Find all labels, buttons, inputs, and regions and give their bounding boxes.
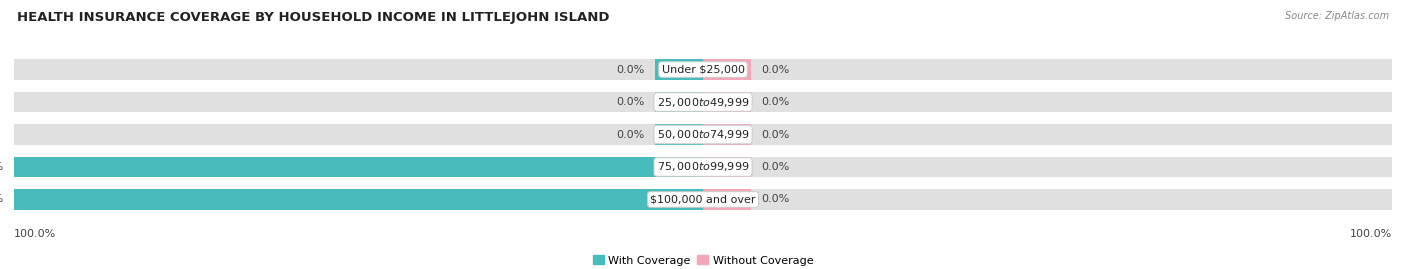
- Text: Under $25,000: Under $25,000: [661, 65, 745, 75]
- Bar: [14, 125, 703, 144]
- Text: 100.0%: 100.0%: [0, 194, 4, 204]
- Bar: [655, 125, 703, 144]
- Legend: With Coverage, Without Coverage: With Coverage, Without Coverage: [588, 251, 818, 269]
- Bar: [14, 157, 703, 177]
- Bar: [703, 189, 1392, 210]
- Bar: [703, 92, 1392, 112]
- Text: 0.0%: 0.0%: [762, 162, 790, 172]
- Text: 0.0%: 0.0%: [616, 97, 644, 107]
- Text: 100.0%: 100.0%: [1350, 229, 1392, 239]
- Text: 100.0%: 100.0%: [14, 229, 56, 239]
- Bar: [14, 59, 703, 80]
- Bar: [703, 125, 1392, 144]
- Text: Source: ZipAtlas.com: Source: ZipAtlas.com: [1285, 11, 1389, 21]
- Bar: [703, 59, 1392, 80]
- Text: $100,000 and over: $100,000 and over: [650, 194, 756, 204]
- Bar: [703, 157, 1392, 177]
- Bar: [14, 92, 703, 112]
- Bar: [703, 125, 751, 144]
- Text: $25,000 to $49,999: $25,000 to $49,999: [657, 95, 749, 108]
- Bar: [703, 59, 751, 80]
- Bar: [703, 157, 751, 177]
- Text: 0.0%: 0.0%: [762, 65, 790, 75]
- Bar: [14, 157, 703, 177]
- Text: HEALTH INSURANCE COVERAGE BY HOUSEHOLD INCOME IN LITTLEJOHN ISLAND: HEALTH INSURANCE COVERAGE BY HOUSEHOLD I…: [17, 11, 609, 24]
- Text: 0.0%: 0.0%: [616, 65, 644, 75]
- Bar: [655, 59, 703, 80]
- Bar: [14, 189, 703, 210]
- Text: 100.0%: 100.0%: [0, 162, 4, 172]
- Bar: [703, 92, 751, 112]
- Text: 0.0%: 0.0%: [762, 129, 790, 140]
- Text: 0.0%: 0.0%: [616, 129, 644, 140]
- Bar: [655, 92, 703, 112]
- Text: 0.0%: 0.0%: [762, 97, 790, 107]
- Bar: [703, 189, 751, 210]
- Text: $75,000 to $99,999: $75,000 to $99,999: [657, 161, 749, 174]
- Bar: [14, 189, 703, 210]
- Text: 0.0%: 0.0%: [762, 194, 790, 204]
- Text: $50,000 to $74,999: $50,000 to $74,999: [657, 128, 749, 141]
